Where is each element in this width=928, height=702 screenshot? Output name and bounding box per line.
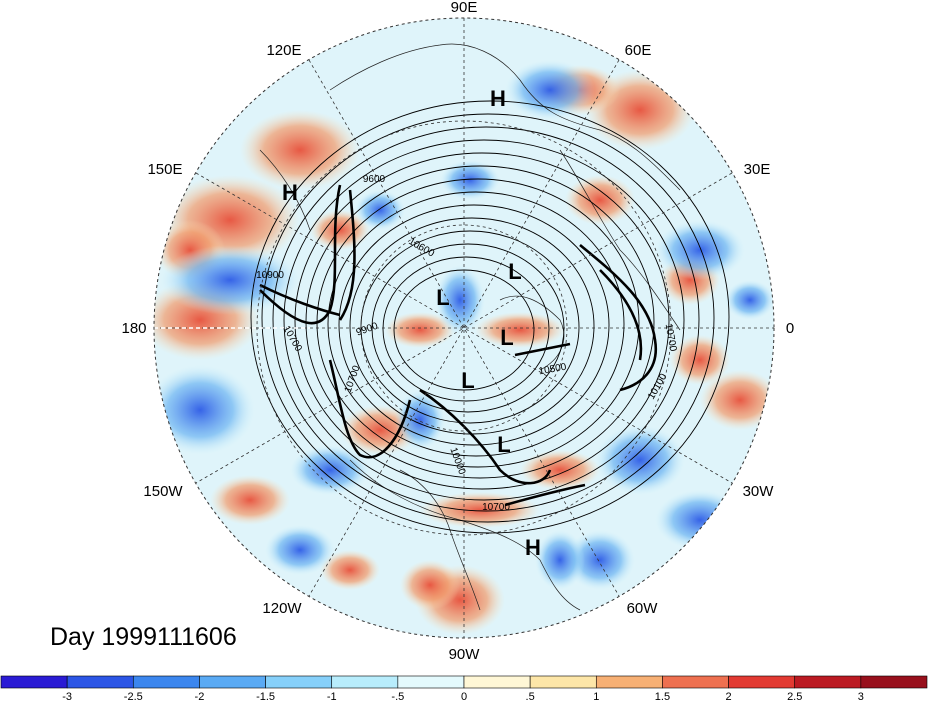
low-marker: L — [436, 285, 449, 310]
height-contour — [294, 152, 670, 490]
graticule — [154, 18, 774, 638]
cold-anomaly — [505, 60, 595, 120]
cold-anomaly — [435, 265, 485, 335]
height-contour — [283, 139, 685, 501]
lon-120e: 120E — [266, 42, 301, 59]
date-label: Day 1999111606 — [50, 623, 237, 651]
cold-anomaly — [535, 530, 585, 590]
colorbar-box — [595, 675, 663, 689]
warm-anomaly — [420, 492, 540, 528]
contour-label: 10700 — [663, 323, 679, 353]
colorbar-tick-label: -1.5 — [256, 691, 275, 702]
colorbar-tick-label: -2.5 — [124, 691, 143, 702]
colorbar-tick-label: .5 — [526, 691, 535, 702]
lon-90w: 90W — [449, 646, 481, 663]
height-contour — [382, 256, 550, 402]
height-contour — [261, 113, 715, 523]
lon-60e: 60E — [625, 42, 652, 59]
colorbar-box — [728, 675, 796, 689]
height-contour — [272, 126, 700, 512]
cold-anomaly — [565, 530, 635, 590]
cold-anomaly — [725, 280, 774, 320]
cold-anomaly — [440, 160, 500, 200]
lon-150w: 150W — [143, 483, 183, 500]
colorbar-box — [331, 675, 399, 689]
lon-30w: 30W — [743, 483, 775, 500]
height-contour — [338, 204, 610, 446]
warm-anomaly — [385, 312, 455, 348]
warm-anomaly — [700, 370, 774, 430]
coastlines — [259, 43, 681, 611]
low-marker: L — [500, 325, 513, 350]
colorbar-box — [265, 675, 333, 689]
colorbar: -3 -2.5 -2 -1.5 -1 -.5 0 .5 1 1.5 2 2.5 3 — [0, 675, 928, 702]
colorbar-box — [132, 675, 200, 689]
colorbar-box — [662, 675, 729, 689]
colorbar-box — [0, 675, 68, 689]
high-marker: H — [282, 180, 298, 205]
colorbar-box — [199, 675, 266, 689]
warm-anomaly — [475, 312, 565, 348]
cold-anomaly — [160, 245, 300, 315]
colorbar-tick-label: -3 — [62, 691, 72, 702]
high-marker: H — [490, 86, 506, 111]
contour-label: 10500 — [538, 362, 568, 378]
colorbar-tick-label: 1.5 — [655, 691, 670, 702]
colorbar-box — [529, 675, 597, 689]
cold-anomaly — [290, 445, 370, 495]
colorbar-box — [397, 675, 465, 689]
map-boundary — [153, 17, 775, 639]
colorbar-tick-label: -1 — [327, 691, 337, 702]
colorbar-tick-label: 1 — [593, 691, 599, 702]
cold-anomaly — [265, 525, 335, 575]
lon-180: 180 — [121, 320, 146, 337]
jet-contour — [259, 184, 342, 325]
lon-90e: 90E — [451, 0, 478, 16]
colorbar-box — [463, 675, 531, 689]
height-contour — [327, 191, 625, 457]
height-contour — [250, 100, 730, 534]
lon-60w: 60W — [627, 600, 659, 617]
contour-label: 9600 — [363, 174, 386, 185]
colorbar-tick-label: 2.5 — [787, 691, 802, 702]
high-marker: H — [525, 535, 541, 560]
cold-anomaly — [154, 365, 255, 455]
cold-anomaly — [655, 490, 745, 550]
cold-anomaly — [595, 425, 685, 495]
warm-anomaly — [400, 560, 460, 610]
lon-150e: 150E — [147, 161, 182, 178]
low-marker: L — [461, 368, 474, 393]
warm-anomaly — [210, 475, 290, 525]
longitude-labels: 90E 60E 120E 30E 150E 180 0 150W 30W 120… — [121, 0, 794, 663]
colorbar-box — [860, 675, 928, 689]
warm-anomaly — [320, 550, 380, 590]
lon-0: 0 — [786, 320, 794, 337]
pressure-markers: H H L L L L H L — [282, 86, 541, 560]
colorbar-tick-label: -2 — [195, 691, 205, 702]
lon-120w: 120W — [262, 600, 302, 617]
low-marker: L — [508, 259, 521, 284]
cold-anomaly — [355, 190, 405, 230]
colorbar-tick-label: 2 — [726, 691, 732, 702]
colorbar-tick-label: 3 — [858, 691, 864, 702]
contour-label: 10700 — [482, 502, 510, 513]
colorbar-tick-label: -.5 — [391, 691, 404, 702]
lon-30e: 30E — [744, 161, 771, 178]
contour-label: 10900 — [256, 270, 284, 281]
warm-anomaly — [670, 335, 730, 385]
colorbar-box — [66, 675, 134, 689]
colorbar-tick-label: 0 — [461, 691, 467, 702]
low-marker: L — [497, 432, 510, 457]
colorbar-box — [794, 675, 862, 689]
